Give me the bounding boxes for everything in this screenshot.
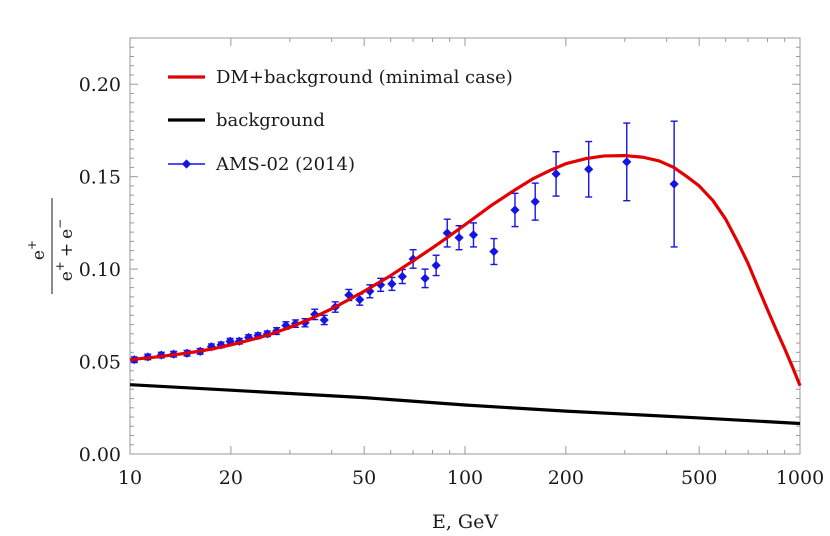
y-axis-den-e1: e xyxy=(57,271,77,281)
y-axis-denominator: e++e− xyxy=(53,219,77,282)
x-tick-label: 200 xyxy=(548,467,584,489)
ams02-point xyxy=(584,140,594,198)
ams02-point xyxy=(468,222,479,248)
x-tick-label: 1000 xyxy=(776,467,824,489)
ams02-point xyxy=(431,254,441,277)
legend-label: DM+background (minimal case) xyxy=(216,67,513,88)
y-tick-label: 0.20 xyxy=(79,74,121,96)
legend-item-dm-background: DM+background (minimal case) xyxy=(168,67,513,88)
legend: DM+background (minimal case) background AM… xyxy=(168,67,513,175)
ams02-marker xyxy=(244,332,254,343)
legend-label: AMS-02 (2014) xyxy=(215,154,355,175)
ams02-point xyxy=(489,237,499,266)
legend-marker xyxy=(181,159,192,169)
ams02-point xyxy=(195,346,205,356)
ams02-marker xyxy=(489,246,499,257)
ams02-marker xyxy=(584,164,594,174)
y-axis-numerator: e+ xyxy=(25,240,49,260)
legend-item-ams02: AMS-02 (2014) xyxy=(168,154,355,175)
y-tick-labels: 0.00 0.05 0.10 0.15 0.20 xyxy=(79,74,121,466)
y-axis-den-e2: e xyxy=(57,229,77,239)
ams02-marker xyxy=(387,279,397,289)
ams02-point xyxy=(510,192,520,228)
ams02-point xyxy=(551,151,561,197)
ams02-marker xyxy=(216,340,226,350)
ams02-point xyxy=(669,120,679,248)
ams02-marker xyxy=(355,295,365,305)
ams02-marker xyxy=(622,157,632,167)
ams02-point xyxy=(319,314,329,326)
ams02-marker xyxy=(397,271,407,282)
x-tick-label: 10 xyxy=(118,467,142,489)
ams02-point xyxy=(622,122,632,202)
legend-item-background: background xyxy=(168,110,325,131)
y-tick-label: 0.15 xyxy=(79,167,121,189)
ams02-marker xyxy=(431,260,441,271)
y-axis-den-sup1: + xyxy=(53,261,67,271)
y-axis-den-sup2: − xyxy=(53,219,67,229)
ams02-marker xyxy=(344,290,354,300)
y-tick-label: 0.10 xyxy=(79,259,121,281)
x-tick-label: 500 xyxy=(681,467,717,489)
ams02-marker xyxy=(510,205,520,215)
ams02-marker xyxy=(468,230,479,240)
ams02-point xyxy=(530,182,540,221)
ams02-marker xyxy=(530,197,540,207)
x-tick-labels: 10 20 50 100 200 500 1000 xyxy=(118,467,824,489)
dm-background-line xyxy=(129,153,802,387)
y-tick-label: 0.05 xyxy=(79,352,121,374)
x-tick-label: 50 xyxy=(352,467,376,489)
ams02-point xyxy=(420,268,430,289)
y-axis-title: e+ e++e− xyxy=(25,198,77,294)
ams02-point xyxy=(387,276,397,292)
y-tick-label: 0.00 xyxy=(79,444,121,466)
ams02-marker xyxy=(420,273,430,283)
legend-label: background xyxy=(216,110,325,131)
background-line xyxy=(129,383,801,426)
ams02-marker xyxy=(442,228,452,238)
ams02-marker xyxy=(310,309,320,320)
ams02-marker xyxy=(551,169,561,179)
x-tick-label: 100 xyxy=(447,467,483,489)
ams02-marker xyxy=(669,179,679,189)
ams02-marker xyxy=(319,315,329,325)
x-axis-title: E, GeV xyxy=(432,511,498,533)
ams02-marker xyxy=(206,342,217,352)
ams02-point xyxy=(442,218,452,248)
ams02-marker xyxy=(454,233,464,243)
y-axis-numerator-e: e xyxy=(29,250,49,260)
x-tick-label: 20 xyxy=(219,467,243,489)
series-layer xyxy=(129,120,802,426)
y-axis-den-plus: + xyxy=(57,243,77,257)
y-axis-numerator-sup: + xyxy=(25,240,39,250)
ams02-marker xyxy=(365,286,375,296)
